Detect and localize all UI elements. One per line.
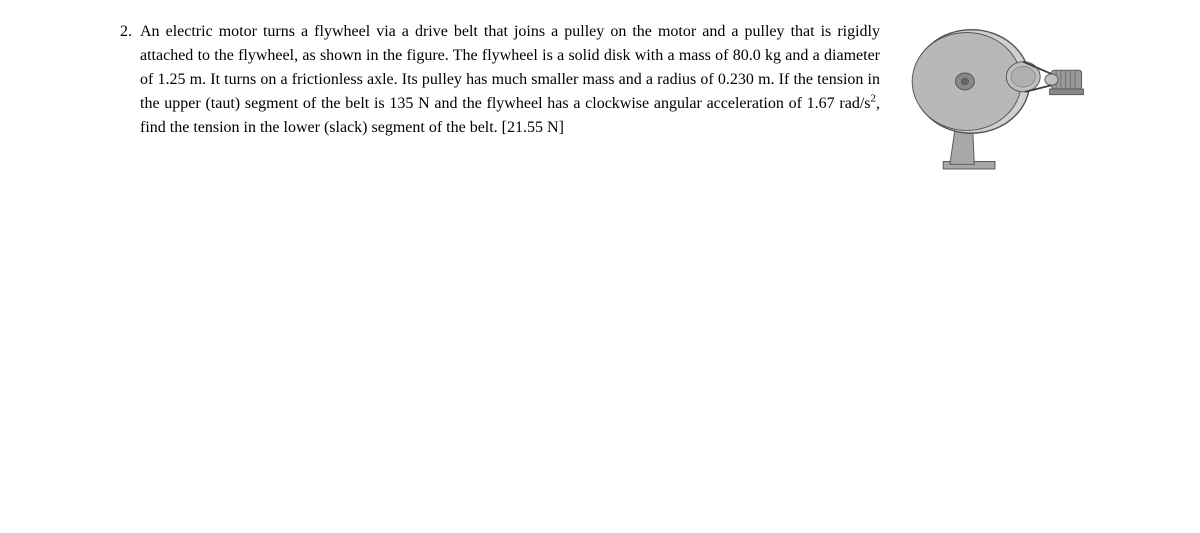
flywheel-axle — [961, 78, 969, 85]
problem-number: 2. — [110, 20, 140, 44]
flywheel-diagram-svg — [900, 25, 1090, 185]
flywheel-figure — [900, 25, 1090, 185]
physics-problem: 2. An electric motor turns a flywheel vi… — [110, 20, 1090, 185]
problem-content: 2. An electric motor turns a flywheel vi… — [110, 20, 880, 140]
problem-text: An electric motor turns a flywheel via a… — [140, 20, 880, 140]
motor-pulley — [1045, 74, 1058, 85]
problem-text-p1: An electric motor turns a flywheel via a… — [140, 23, 880, 112]
flywheel-pulley-inner — [1011, 66, 1035, 87]
motor-base — [1050, 89, 1084, 95]
